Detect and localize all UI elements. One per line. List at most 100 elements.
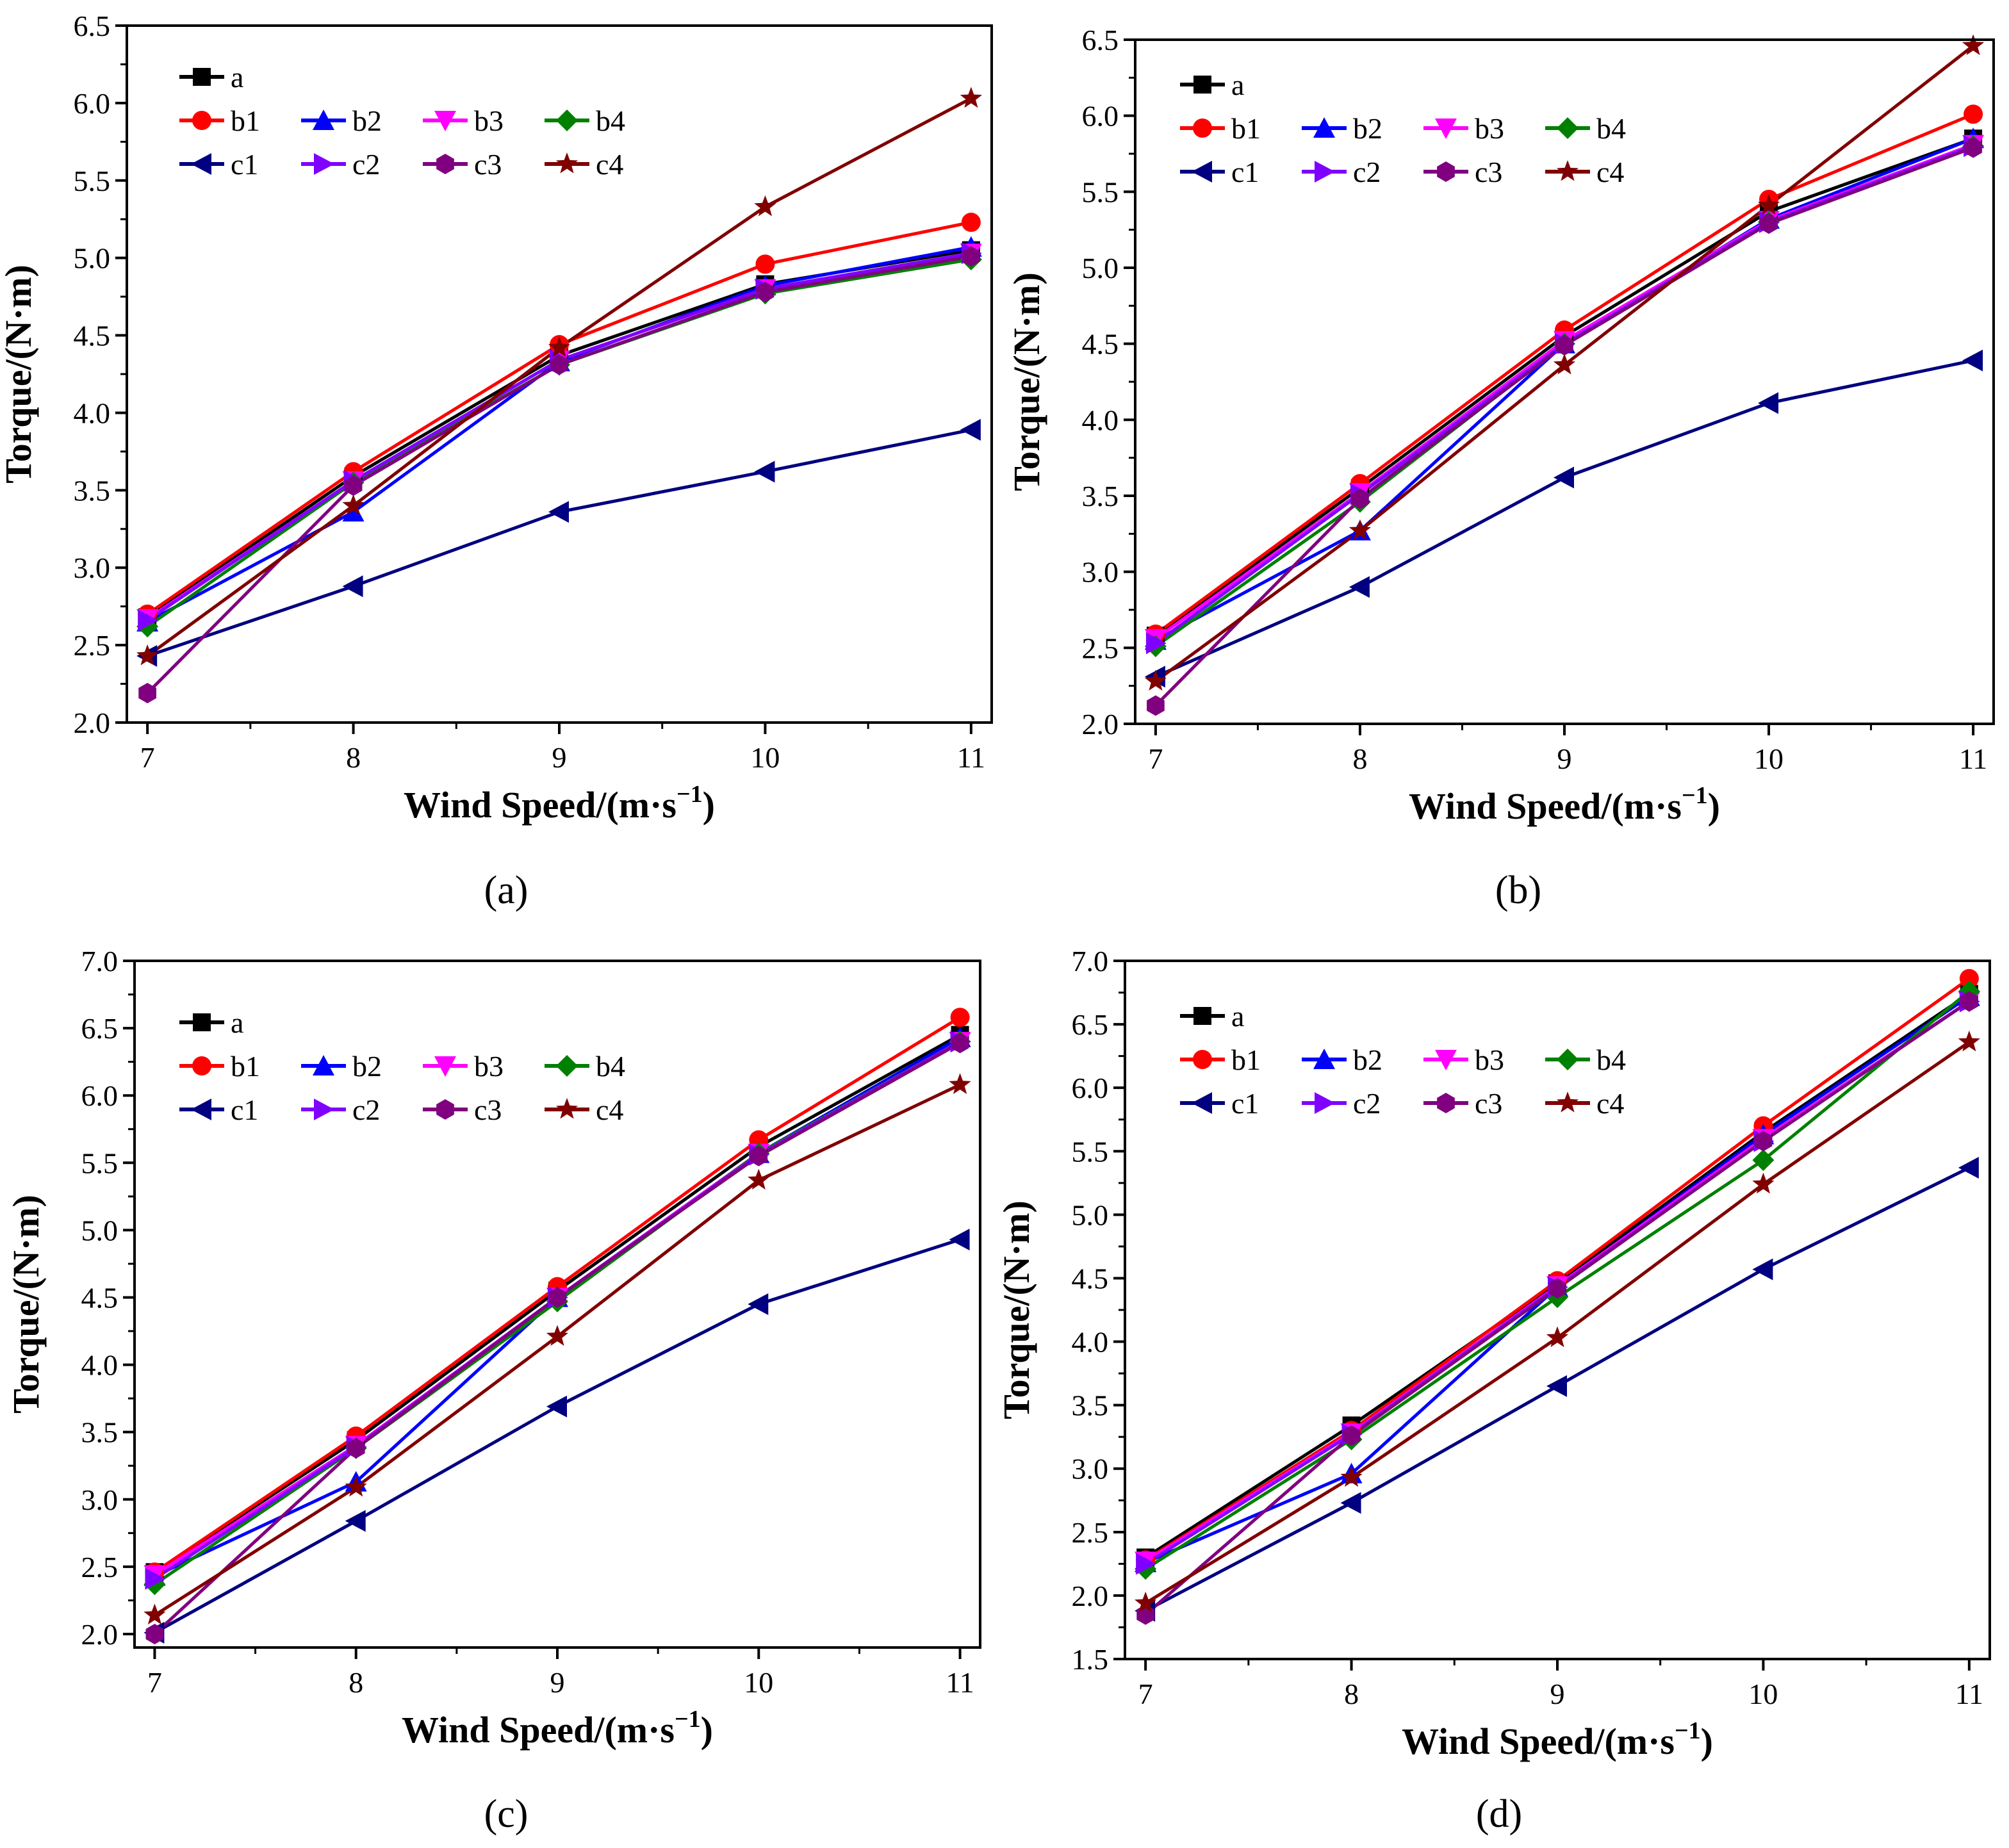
data-point-c1	[548, 501, 569, 523]
legend-label-a: a	[1231, 69, 1244, 101]
x-tick-label: 9	[1557, 742, 1572, 775]
data-point-c3	[1964, 137, 1982, 158]
x-tick-label: 8	[346, 741, 361, 774]
legend-marker-c1	[1192, 1092, 1212, 1114]
legend-label-b4: b4	[596, 104, 625, 137]
legend-label-b3: b3	[1475, 1043, 1504, 1076]
data-point-b4	[1752, 1149, 1775, 1172]
x-tick-label: 9	[552, 741, 567, 774]
data-point-c4	[1958, 1030, 1980, 1052]
x-tick-label: 10	[750, 741, 780, 774]
data-point-c4	[136, 644, 159, 666]
legend-label-b1: b1	[1231, 112, 1261, 145]
legend-marker-c2	[314, 1099, 334, 1120]
legend-marker-b1	[1193, 119, 1212, 138]
legend-marker-c3	[1437, 161, 1455, 182]
legend-label-b1: b1	[231, 104, 260, 137]
legend-marker-c3	[436, 154, 454, 174]
x-tick-label: 7	[147, 1666, 162, 1699]
data-point-c1	[1554, 466, 1574, 489]
legend-marker-c4	[1556, 160, 1579, 181]
x-tick-label: 9	[1550, 1678, 1565, 1710]
legend-marker-b2	[313, 110, 334, 130]
data-point-c4	[1340, 1466, 1363, 1487]
x-tick-label: 8	[348, 1666, 363, 1699]
y-tick-label: 6.5	[74, 10, 111, 42]
x-tick-label: 7	[1138, 1678, 1153, 1710]
data-point-c4	[548, 336, 571, 357]
legend-marker-b2	[1313, 1049, 1335, 1069]
legend-label-b4: b4	[1596, 1043, 1626, 1076]
chart-panel-4: 7 8 9 10 11 1.5 2.0 2.5 3.0 3.5 4.0 4.5 5.0 5.5 6.0 6.5…	[996, 945, 1991, 1836]
x-tick-label: 10	[1754, 742, 1784, 775]
y-tick-label: 4.5	[74, 320, 111, 352]
data-point-c4	[1546, 1326, 1569, 1348]
data-point-c1	[1752, 1258, 1773, 1280]
chart-panel-3: 7 8 9 10 11 2.0 2.5 3.0 3.5 4.0 4.5 5.0 5.5 6.0 6.5 7.0…	[5, 945, 981, 1836]
y-tick-label: 2.0	[81, 1618, 119, 1651]
y-tick-label: 4.0	[74, 397, 111, 429]
data-point-c4	[144, 1603, 166, 1625]
legend-label-a: a	[231, 61, 243, 94]
data-point-c3	[1351, 488, 1369, 509]
data-point-c1	[748, 1293, 769, 1315]
legend-label-c3: c3	[1475, 156, 1502, 188]
legend-marker-b4	[556, 110, 578, 131]
legend-label-b1: b1	[1231, 1043, 1261, 1076]
data-point-c1	[1340, 1492, 1361, 1514]
legend-marker-c3	[436, 1099, 454, 1120]
legend-marker-b3	[434, 111, 456, 131]
data-point-c3	[1960, 991, 1978, 1012]
x-tick-label: 11	[1955, 1678, 1983, 1710]
data-point-c4	[1553, 353, 1576, 375]
legend-marker-c2	[314, 153, 334, 175]
x-axis-title: Wind Speed/(m·s−1)	[1409, 782, 1720, 827]
legend-label-b4: b4	[596, 1050, 625, 1083]
data-point-b2	[342, 501, 365, 522]
data-point-c2	[138, 609, 159, 632]
y-axis-title: Torque/(N·m)	[1006, 272, 1047, 491]
data-point-c1	[949, 1229, 970, 1251]
legend-marker-b1	[192, 111, 211, 130]
y-tick-label: 6.0	[1072, 1072, 1109, 1104]
x-tick-label: 10	[1748, 1678, 1778, 1710]
x-axis-title: Wind Speed/(m·s−1)	[402, 1706, 713, 1751]
legend-marker-b1	[1193, 1050, 1212, 1069]
data-point-c3	[962, 246, 980, 267]
y-tick-label: 3.5	[74, 474, 111, 507]
legend-label-a: a	[1231, 1000, 1244, 1033]
legend-label-c2: c2	[1353, 1087, 1381, 1120]
data-point-c3	[138, 683, 156, 704]
data-point-c1	[1546, 1375, 1567, 1397]
data-point-c4	[1752, 1172, 1775, 1194]
legend-label-b3: b3	[474, 1050, 504, 1083]
x-tick-label: 11	[1959, 742, 1987, 775]
y-tick-label: 6.0	[74, 87, 111, 120]
y-tick-label: 7.0	[1072, 945, 1109, 977]
data-point-c1	[1962, 349, 1983, 372]
legend-label-c1: c1	[231, 1093, 258, 1126]
y-tick-label: 6.0	[1082, 100, 1119, 133]
y-tick-label: 3.0	[74, 552, 111, 584]
y-tick-label: 2.5	[1072, 1516, 1109, 1549]
y-tick-label: 3.5	[1082, 480, 1119, 512]
legend-marker-b3	[1435, 1050, 1457, 1070]
panel-caption: (a)	[484, 869, 529, 912]
data-point-c1	[1349, 576, 1370, 598]
data-point-c4	[1135, 1591, 1157, 1613]
y-tick-label: 5.5	[74, 165, 111, 197]
data-point-c4	[949, 1073, 971, 1094]
data-point-c1	[960, 419, 981, 441]
legend: a b1 b2 b3 b4 c1 c2 c3 c4	[179, 1006, 625, 1126]
legend-label-c1: c1	[231, 148, 258, 181]
data-point-c4	[1757, 193, 1780, 215]
y-tick-label: 5.5	[1072, 1135, 1109, 1168]
data-point-c3	[548, 1287, 566, 1308]
y-tick-label: 3.0	[1082, 556, 1119, 589]
legend-label-c1: c1	[1231, 1087, 1259, 1120]
data-point-c3	[951, 1033, 969, 1054]
data-point-c3	[145, 1623, 164, 1644]
data-point-c3	[756, 281, 775, 302]
